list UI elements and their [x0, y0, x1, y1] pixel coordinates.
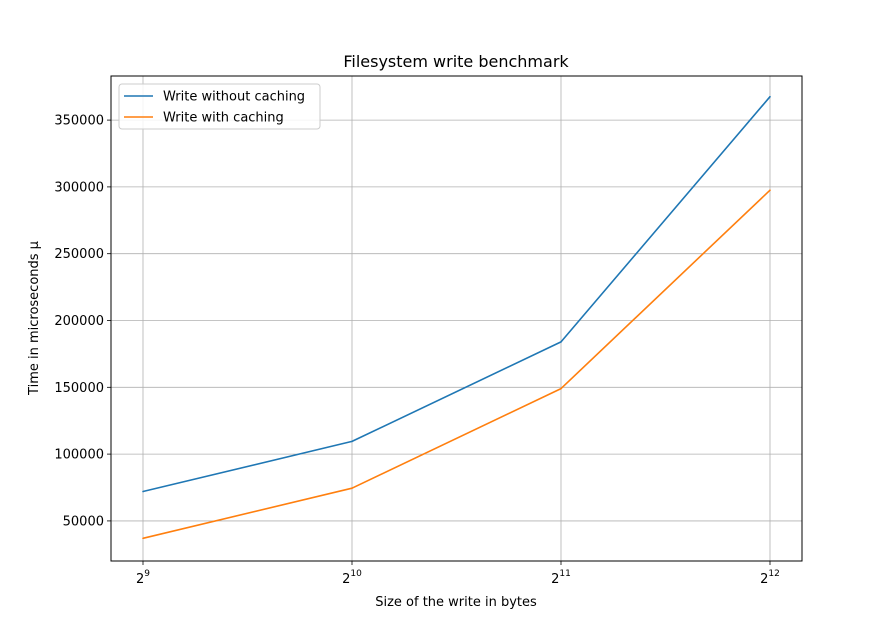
x-tick-label: 29 — [136, 569, 150, 587]
x-tick-label: 212 — [760, 569, 780, 587]
data-point — [769, 189, 771, 192]
series-line-2 — [142, 189, 771, 540]
y-axis-label: Time in microseconds μ — [27, 241, 42, 396]
data-point — [142, 537, 144, 540]
y-tick-label: 350000 — [54, 114, 104, 129]
data-point — [351, 440, 353, 443]
x-axis-label: Size of the write in bytes — [375, 595, 537, 610]
data-point — [351, 487, 353, 489]
series-line-1 — [142, 96, 771, 493]
x-tick-base: 2 — [551, 572, 559, 587]
legend-label: Write without caching — [163, 90, 305, 105]
grid — [111, 76, 802, 561]
y-tick-label: 50000 — [63, 514, 104, 529]
x-tick-exponent: 11 — [559, 569, 570, 579]
data-point — [560, 387, 562, 390]
y-tick-label: 200000 — [54, 314, 104, 329]
x-tick-exponent: 10 — [350, 569, 362, 579]
x-tick-label: 210 — [342, 569, 362, 587]
x-tick-exponent: 9 — [144, 569, 150, 579]
x-tick-base: 2 — [760, 572, 768, 587]
axis-ticks: 29 210 211 21250000100000150000200000250000… — [54, 114, 780, 587]
plot-area — [110, 75, 803, 562]
series-lines — [142, 95, 771, 540]
y-tick-label: 100000 — [54, 448, 104, 463]
x-tick-label: 211 — [551, 569, 571, 587]
x-tick-exponent: 12 — [768, 569, 779, 579]
x-tick-base: 2 — [342, 572, 350, 587]
y-tick-label: 300000 — [54, 180, 104, 195]
chart-title: Filesystem write benchmark — [343, 52, 569, 71]
x-tick-base: 2 — [136, 572, 144, 587]
data-point — [560, 341, 562, 343]
y-tick-label: 150000 — [54, 381, 104, 396]
y-tick-label: 250000 — [54, 247, 104, 262]
legend-label: Write with caching — [163, 111, 284, 126]
legend-box — [118, 83, 321, 130]
legend: Write without caching Write with caching — [118, 83, 321, 130]
data-point — [769, 95, 771, 98]
data-point — [142, 490, 144, 493]
